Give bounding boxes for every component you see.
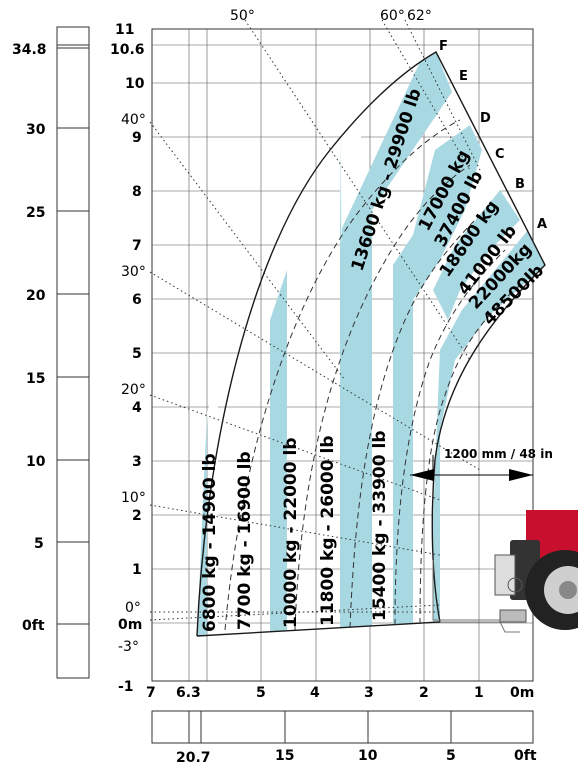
m-tick: 5 [132, 346, 142, 362]
bottom-m-tick: 7 [146, 685, 156, 701]
m-tick: 6 [132, 292, 142, 308]
zone-6800 [197, 412, 207, 636]
bottom-m-tick: 6.3 [176, 685, 201, 701]
curve-letter: A [537, 217, 547, 232]
angle-label: 50° [230, 8, 255, 24]
ft-tick: 34.8 [12, 42, 47, 58]
bottom-ft-tick: 5 [446, 748, 456, 764]
curve-letter: B [515, 177, 525, 192]
load-zone-label: 6800 kg - 14900 lb [200, 453, 220, 632]
bottom-m-tick: 2 [419, 685, 429, 701]
angle-rays [149, 19, 481, 621]
dimension-arrow-right [509, 469, 533, 481]
curve-letter: D [480, 111, 491, 126]
angle-label: 20° [121, 382, 146, 398]
bottom-ft-scale-box [151, 710, 534, 744]
bottom-m-tick: 5 [256, 685, 266, 701]
ft-tick: 30 [26, 122, 46, 138]
dimension-arrow-left [410, 469, 434, 481]
ft-tick: 15 [26, 371, 45, 387]
ft-tick: 10 [26, 454, 46, 470]
zone-15400 [393, 235, 413, 624]
angle-label: 40° [121, 112, 146, 128]
reach-envelope [196, 51, 546, 637]
m-tick: 4 [132, 400, 142, 416]
angle-label: 30° [121, 264, 146, 280]
bottom-ft-tick: 15 [275, 748, 294, 764]
bottom-m-tick: 1 [474, 685, 484, 701]
bottom-ft-tick: 20.7 [176, 750, 211, 766]
ft-tick: 5 [34, 536, 44, 552]
zone-10000 [270, 270, 287, 632]
load-zone-label: 10000 kg - 22000 lb [281, 438, 301, 629]
m-tick: 2 [132, 508, 142, 524]
angle-label: -3° [118, 639, 139, 655]
ft-tick: 25 [26, 205, 45, 221]
m-tick: 3 [132, 454, 142, 470]
load-zones [197, 52, 545, 636]
m-tick: 1 [132, 562, 142, 578]
bottom-ft-tick: 0ft [514, 748, 537, 764]
angle-label: 60° [380, 8, 405, 24]
load-zone-label: 11800 kg - 26000 lb [318, 436, 338, 627]
curve-letter: C [495, 147, 505, 162]
dimension-label: 1200 mm / 48 in [444, 447, 553, 461]
bottom-ft-tick: 10 [358, 748, 378, 764]
bottom-m-tick: 3 [364, 685, 374, 701]
m-tick: 11 [115, 22, 134, 38]
ft-tick: 0ft [22, 618, 45, 634]
zone-18600 [433, 190, 520, 320]
m-tick: 0m [118, 617, 142, 633]
m-tick: 9 [132, 130, 142, 146]
zone-17000 [413, 125, 482, 300]
angle-label: 62° [407, 8, 432, 24]
bottom-m-tick: 4 [310, 685, 320, 701]
m-tick: 10.6 [110, 42, 145, 58]
m-tick: 8 [132, 184, 142, 200]
m-tick: 7 [132, 238, 142, 254]
curve-letter: F [439, 39, 448, 54]
ft-tick: 20 [26, 288, 46, 304]
angle-label: 10° [121, 490, 146, 506]
zone-22000 [433, 230, 545, 622]
m-tick: -1 [118, 679, 134, 695]
bottom-m-tick: 0m [510, 685, 534, 701]
m-tick: 10 [125, 76, 145, 92]
load-zone-label: 15400 kg - 33900 lb [370, 431, 390, 622]
angle-label: 0° [125, 600, 141, 616]
load-zone-label: 7700 kg - 16900 lb [235, 451, 255, 630]
curve-letter: E [459, 69, 468, 84]
zone-13600 [340, 52, 452, 628]
dashed-curves [224, 119, 521, 631]
ft-scale-box [56, 26, 90, 679]
machine-illustration [494, 510, 578, 630]
